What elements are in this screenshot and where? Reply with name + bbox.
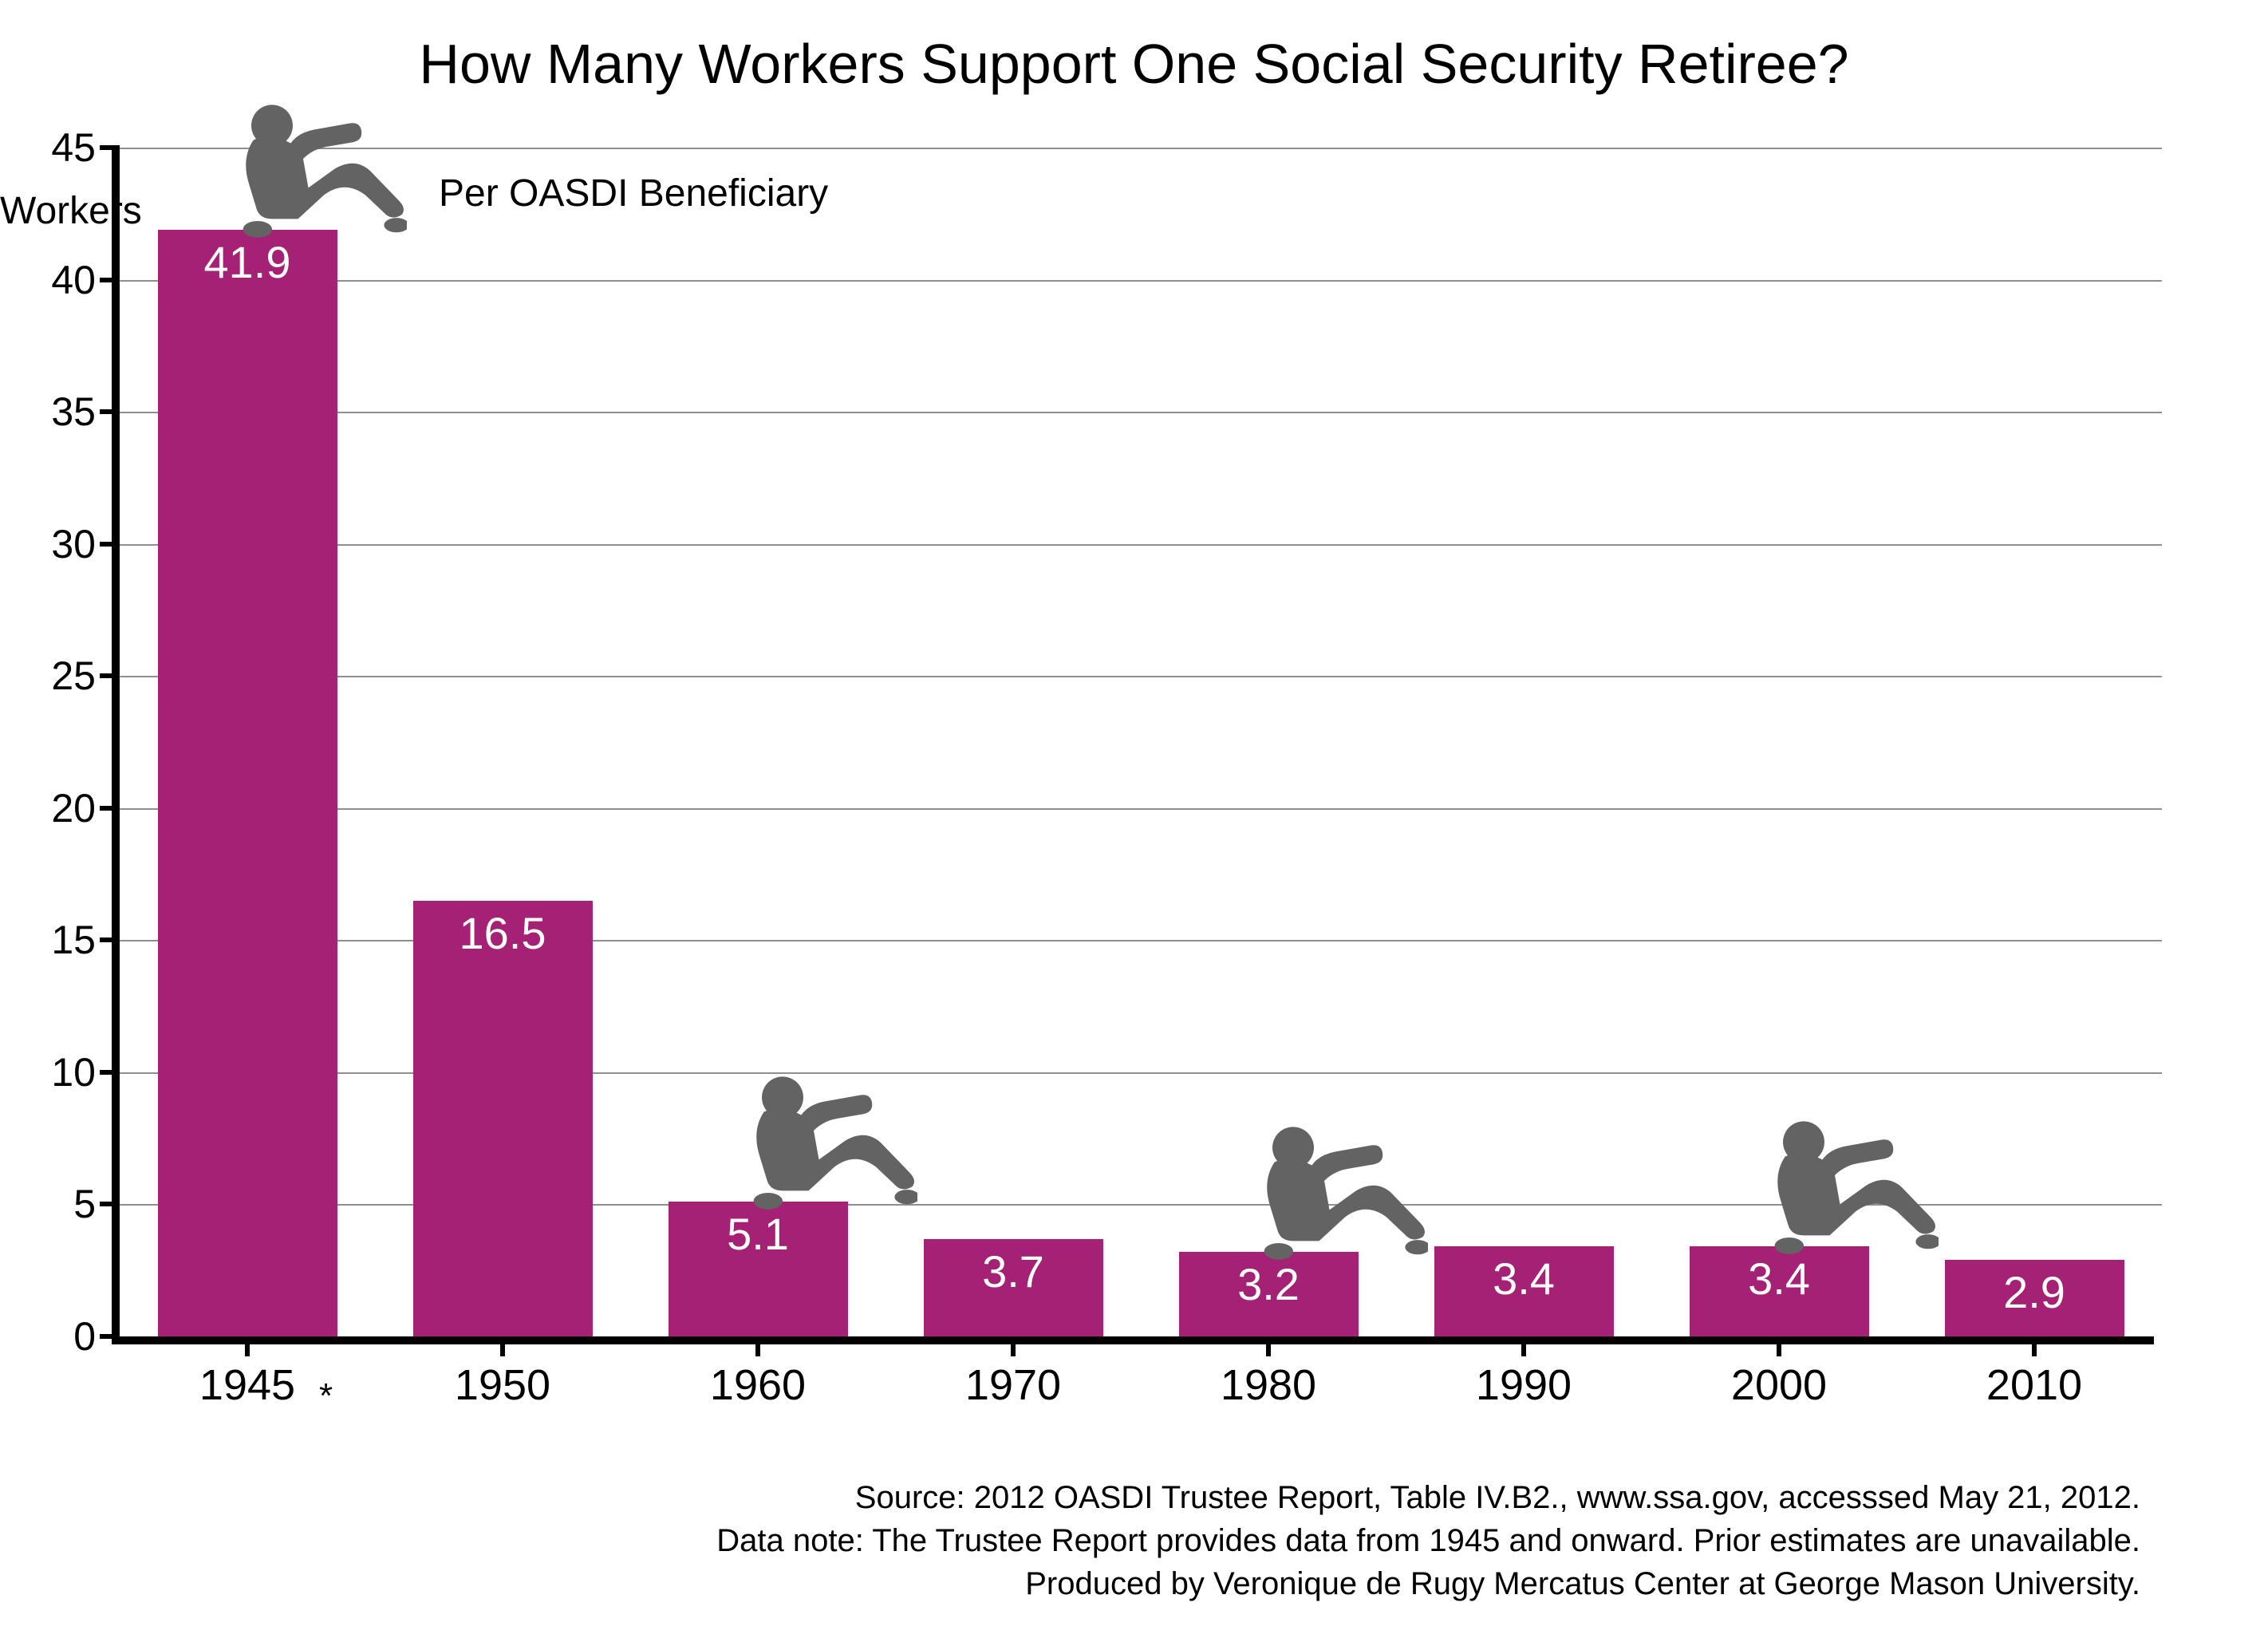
- grid-line: [120, 280, 2162, 282]
- person-sitting-icon: [1221, 1119, 1428, 1268]
- x-axis-label: 2010: [1986, 1360, 2082, 1410]
- y-tick-mark: [100, 806, 120, 811]
- bar: 16.5: [413, 901, 593, 1336]
- footnote-line: Produced by Veronique de Rugy Mercatus C…: [716, 1562, 2140, 1605]
- x-axis-label: 1990: [1476, 1360, 1572, 1410]
- bar: 41.9: [158, 230, 337, 1336]
- y-axis-label: Workers: [0, 189, 142, 233]
- bar: 3.4: [1434, 1246, 1614, 1336]
- x-axis-label: 2000: [1731, 1360, 1827, 1410]
- grid-line: [120, 544, 2162, 546]
- y-tick-label: 20: [16, 785, 96, 831]
- bar: 2.9: [1945, 1260, 2124, 1336]
- bar: 3.7: [924, 1239, 1103, 1337]
- asterisk: *: [319, 1376, 333, 1416]
- x-tick-mark: [2032, 1336, 2037, 1356]
- y-tick-mark: [100, 1202, 120, 1206]
- x-axis-label: 1970: [965, 1360, 1061, 1410]
- bar-value-label: 3.7: [924, 1245, 1103, 1297]
- chart-title: How Many Workers Support One Social Secu…: [0, 32, 2268, 96]
- bar-value-label: 2.9: [1945, 1266, 2124, 1318]
- y-tick-label: 45: [16, 124, 96, 171]
- y-tick-mark: [100, 409, 120, 414]
- person-sitting-icon: [710, 1068, 917, 1218]
- bar-value-label: 3.4: [1434, 1253, 1614, 1305]
- x-tick-mark: [1011, 1336, 1016, 1356]
- x-axis-label: 1945: [199, 1360, 295, 1410]
- plot-area: 05101520253035404541.91945* 16.519505.11…: [112, 148, 2154, 1344]
- y-tick-label: 40: [16, 257, 96, 303]
- y-tick-label: 5: [16, 1181, 96, 1227]
- x-tick-mark: [245, 1336, 250, 1356]
- x-tick-mark: [500, 1336, 505, 1356]
- x-tick-mark: [1521, 1336, 1526, 1356]
- person-sitting-icon: [1731, 1113, 1939, 1262]
- grid-line: [120, 148, 2162, 149]
- y-tick-label: 0: [16, 1313, 96, 1360]
- x-tick-mark: [1777, 1336, 1781, 1356]
- x-axis-label: 1950: [455, 1360, 550, 1410]
- grid-line: [120, 412, 2162, 413]
- chart-area: 05101520253035404541.91945* 16.519505.11…: [112, 148, 2154, 1344]
- source-footnotes: Source: 2012 OASDI Trustee Report, Table…: [716, 1476, 2140, 1605]
- grid-line: [120, 808, 2162, 810]
- y-tick-mark: [100, 1070, 120, 1075]
- y-tick-mark: [100, 1334, 120, 1339]
- y-tick-label: 35: [16, 389, 96, 435]
- legend-label: Per OASDI Beneficiary: [439, 172, 828, 215]
- y-tick-mark: [100, 145, 120, 150]
- y-tick-label: 25: [16, 653, 96, 699]
- y-tick-label: 15: [16, 917, 96, 963]
- x-tick-mark: [1266, 1336, 1271, 1356]
- y-tick-mark: [100, 673, 120, 678]
- person-sitting-icon: [199, 97, 407, 246]
- x-axis-label: 1980: [1221, 1360, 1316, 1410]
- footnote-line: Source: 2012 OASDI Trustee Report, Table…: [716, 1476, 2140, 1519]
- bar-value-label: 16.5: [413, 907, 593, 959]
- bar: 5.1: [669, 1202, 848, 1336]
- y-tick-label: 30: [16, 521, 96, 567]
- footnote-line: Data note: The Trustee Report provides d…: [716, 1519, 2140, 1562]
- grid-line: [120, 676, 2162, 677]
- y-tick-mark: [100, 937, 120, 942]
- y-tick-mark: [100, 278, 120, 282]
- y-tick-mark: [100, 542, 120, 547]
- y-tick-label: 10: [16, 1049, 96, 1095]
- x-tick-mark: [755, 1336, 760, 1356]
- x-axis-label: 1960: [710, 1360, 806, 1410]
